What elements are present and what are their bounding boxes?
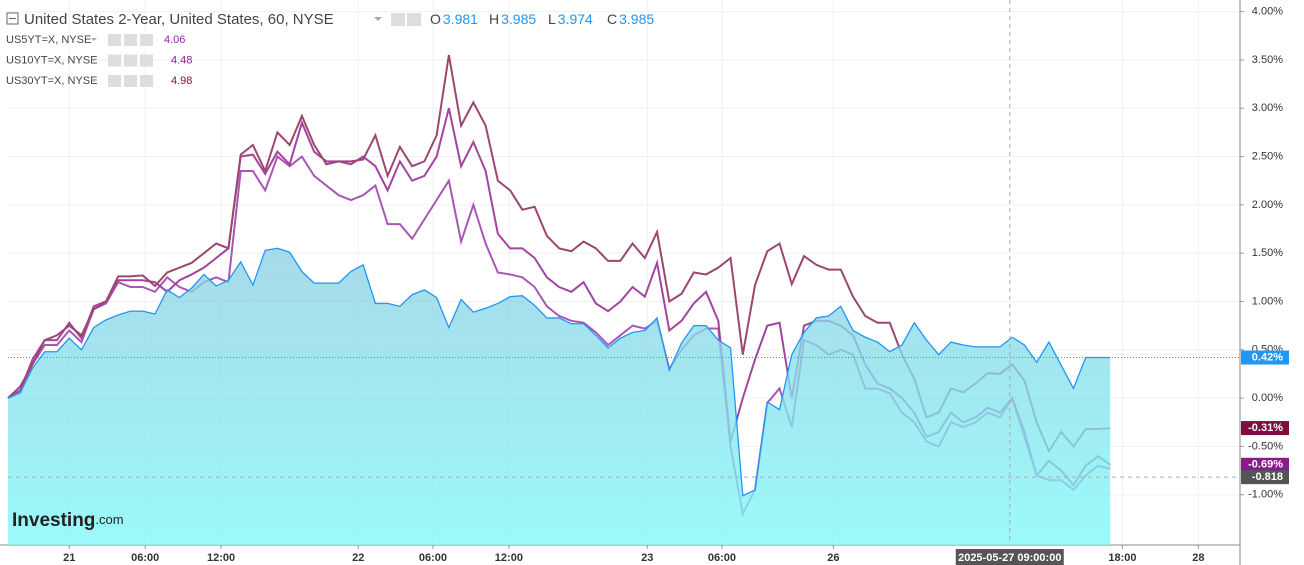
area-fill xyxy=(8,248,1111,545)
legend-name: US5YT=X, NYSE xyxy=(6,34,91,46)
x-tick-label: 26 xyxy=(827,552,839,564)
collapse-icon[interactable] xyxy=(6,12,19,25)
area-line xyxy=(7,247,1111,497)
eye-icon[interactable] xyxy=(391,13,405,26)
ohlc-label: O xyxy=(430,11,441,27)
last-value-box xyxy=(1241,350,1289,365)
legend-icon[interactable] xyxy=(108,34,121,46)
x-tick-label: 12:00 xyxy=(495,552,523,564)
legend-icon[interactable] xyxy=(140,34,153,46)
ohlc-item: O 3.981 xyxy=(430,11,478,27)
crosshair-x-label: 2025-05-27 09:00:00 xyxy=(958,552,1061,564)
header: United States 2-Year, United States, 60,… xyxy=(6,11,654,87)
y-tick-label: 2.50% xyxy=(1252,150,1283,162)
y-tick-label: 0.00% xyxy=(1252,392,1283,404)
last-value-label: -0.31% xyxy=(1248,422,1283,434)
y-tick-label: 3.00% xyxy=(1252,102,1283,114)
legend-value: 4.06 xyxy=(164,34,185,46)
legend-dropdown[interactable] xyxy=(91,58,97,62)
x-tick-label: 06:00 xyxy=(708,552,736,564)
brand-name: Investing xyxy=(12,510,95,531)
overlay: 0.42% -0.69% -0.31% -0.818 2025-05-27 09:00:… xyxy=(8,0,1289,565)
brand-logo: Investing.com xyxy=(12,510,124,531)
brand-suffix: .com xyxy=(95,512,123,527)
last-value-label: -0.69% xyxy=(1248,459,1283,471)
x-tick-label: 23 xyxy=(641,552,653,564)
ohlc-value: 3.981 xyxy=(443,11,478,27)
y-tick-label: 1.00% xyxy=(1252,295,1283,307)
x-tick-label: 12:00 xyxy=(207,552,235,564)
x-tick-label: 18:00 xyxy=(1108,552,1136,564)
ohlc-label: H xyxy=(489,11,499,27)
legend-icon[interactable] xyxy=(140,54,153,67)
ohlc-label: C xyxy=(607,11,617,27)
crosshair-x-box xyxy=(955,549,1064,565)
settings-icon[interactable] xyxy=(407,13,421,26)
y-tick-label: -1.00% xyxy=(1248,489,1283,501)
x-tick-label: 22 xyxy=(352,552,364,564)
legend-icon[interactable] xyxy=(140,75,153,87)
legend-icon[interactable] xyxy=(124,34,137,46)
y-tick-label: -0.50% xyxy=(1248,440,1283,452)
legend-name: US10YT=X, NYSE xyxy=(6,54,97,66)
legend-dropdown[interactable] xyxy=(91,38,97,41)
chart-title: United States 2-Year, United States, 60,… xyxy=(24,11,334,28)
y-tick-label: 4.00% xyxy=(1252,6,1283,18)
x-tick-label: 06:00 xyxy=(419,552,447,564)
y-tick-label: 2.00% xyxy=(1252,199,1283,211)
y-tick-label: 1.50% xyxy=(1252,247,1283,259)
legend-name: US30YT=X, NYSE xyxy=(6,75,97,87)
legend-value: 4.98 xyxy=(171,75,192,87)
last-value-box xyxy=(1241,421,1289,436)
crosshair-y-box xyxy=(1241,470,1289,485)
last-value-box xyxy=(1241,457,1289,472)
ohlc-item: H 3.985 xyxy=(489,11,536,27)
last-value-label: 0.42% xyxy=(1252,351,1283,363)
y-tick-label: 3.50% xyxy=(1252,54,1283,66)
ohlc-item: C 3.985 xyxy=(607,11,654,27)
x-tick-label: 21 xyxy=(63,552,75,564)
legend-dropdown[interactable] xyxy=(91,79,97,82)
dropdown-icon[interactable] xyxy=(374,17,382,21)
plot xyxy=(7,54,1111,545)
ohlc-value: 3.985 xyxy=(619,11,654,27)
legend-icon[interactable] xyxy=(124,75,137,87)
legend-icon[interactable] xyxy=(124,54,137,67)
legend-icon[interactable] xyxy=(108,75,121,87)
ohlc-label: L xyxy=(548,11,556,27)
ohlc-value: 3.985 xyxy=(501,11,536,27)
legend-icon[interactable] xyxy=(108,54,121,67)
x-tick-label: 28 xyxy=(1192,552,1204,564)
ohlc-item: L 3.974 xyxy=(548,11,593,27)
x-tick-label: 06:00 xyxy=(131,552,159,564)
crosshair-y-label: -0.818 xyxy=(1252,471,1283,483)
ohlc-value: 3.974 xyxy=(558,11,593,27)
legend-value: 4.48 xyxy=(171,54,192,66)
